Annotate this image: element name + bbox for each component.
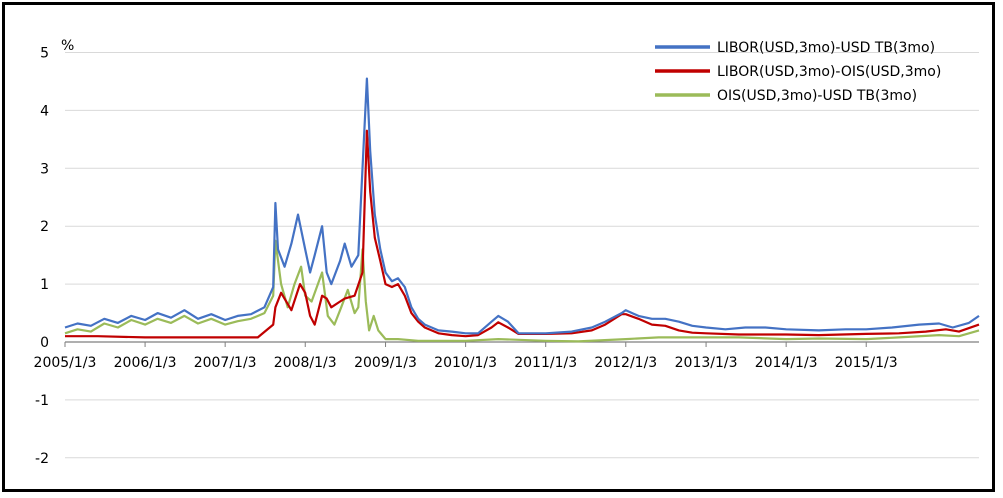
series-lines [64, 77, 980, 343]
y-tick-label: 3 [40, 161, 49, 177]
x-tick-label: 2009/1/3 [354, 355, 417, 371]
x-tick-label: 2015/1/3 [835, 355, 898, 371]
series-line-3 [64, 239, 980, 343]
legend-label: LIBOR(USD,3mo)-OIS(USD,3mo) [717, 64, 941, 80]
x-tick-label: 2011/1/3 [514, 355, 577, 371]
series-line-2 [65, 129, 980, 339]
x-tick-label: 2005/1/3 [34, 355, 97, 371]
x-tick-label: 2007/1/3 [194, 355, 257, 371]
legend-label: LIBOR(USD,3mo)-USD TB(3mo) [717, 40, 935, 56]
unit-label: % [61, 38, 74, 54]
x-axis-ticks: 2005/1/3 2006/1/3 2007/1/3 2008/1/3 2009/1/3… [34, 342, 898, 371]
x-tick-label: 2008/1/3 [274, 355, 337, 371]
y-axis-ticks: -2 -1 0 1 2 3 4 5 [35, 46, 49, 467]
y-tick-label: 2 [40, 219, 49, 235]
series-line-1 [64, 77, 980, 335]
y-tick-label: -1 [35, 393, 49, 409]
y-tick-label: 1 [40, 277, 49, 293]
gridlines [65, 52, 979, 459]
chart-frame: -2 -1 0 1 2 3 4 5 2005/1/3 2006/1/3 2007/1/3 2008/… [2, 2, 995, 492]
legend-label: OIS(USD,3mo)-USD TB(3mo) [717, 88, 917, 104]
x-tick-label: 2013/1/3 [675, 355, 738, 371]
y-tick-label: 0 [40, 335, 49, 351]
legend: LIBOR(USD,3mo)-USD TB(3mo) LIBOR(USD,3mo)… [655, 40, 941, 104]
x-tick-label: 2012/1/3 [594, 355, 657, 371]
x-tick-label: 2010/1/3 [434, 355, 497, 371]
y-tick-label: 4 [40, 103, 49, 119]
x-tick-label: 2006/1/3 [114, 355, 177, 371]
y-tick-label: 5 [40, 46, 49, 62]
line-chart: -2 -1 0 1 2 3 4 5 2005/1/3 2006/1/3 2007/1/3 2008/… [34, 38, 980, 467]
x-tick-label: 2014/1/3 [755, 355, 818, 371]
y-tick-label: -2 [35, 451, 49, 467]
